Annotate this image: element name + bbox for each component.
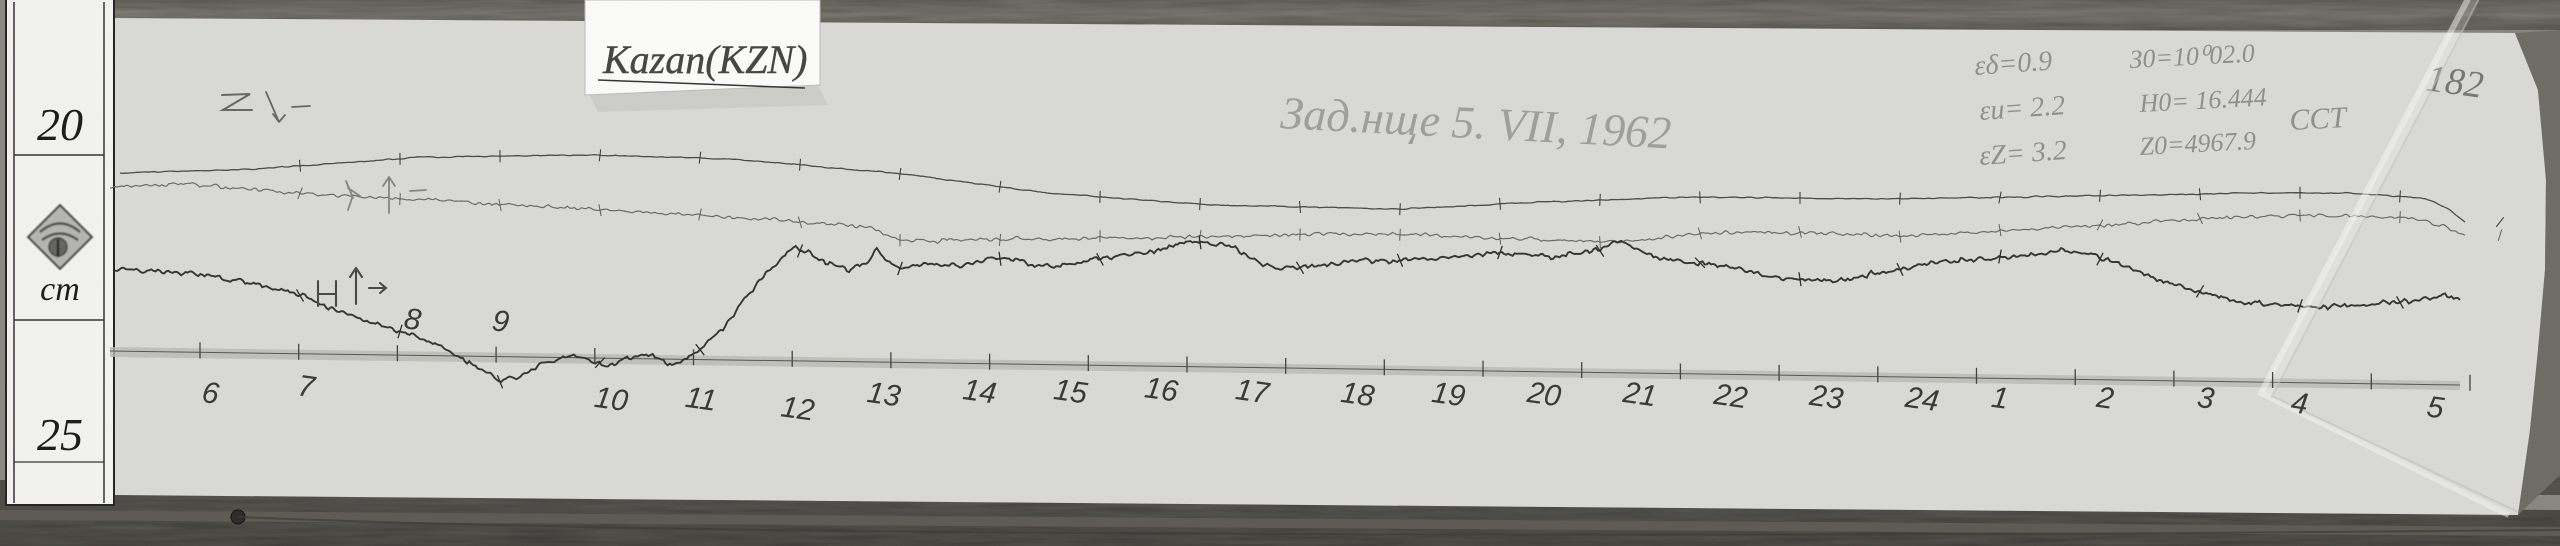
svg-text:13: 13 — [865, 376, 903, 413]
svg-text:21: 21 — [1620, 376, 1659, 413]
svg-text:12: 12 — [779, 390, 817, 427]
svg-text:17: 17 — [1233, 373, 1272, 411]
svg-text:10: 10 — [592, 381, 630, 418]
svg-text:16: 16 — [1143, 371, 1181, 408]
svg-text:24: 24 — [1902, 381, 1941, 418]
svg-text:11: 11 — [683, 381, 718, 418]
svg-text:19: 19 — [1430, 376, 1468, 413]
svg-text:20: 20 — [1524, 376, 1563, 414]
svg-text:15: 15 — [1052, 373, 1090, 410]
svg-text:22: 22 — [1711, 378, 1750, 416]
svg-text:14: 14 — [961, 373, 999, 410]
svg-text:18: 18 — [1339, 376, 1377, 413]
svg-text:23: 23 — [1807, 379, 1846, 417]
